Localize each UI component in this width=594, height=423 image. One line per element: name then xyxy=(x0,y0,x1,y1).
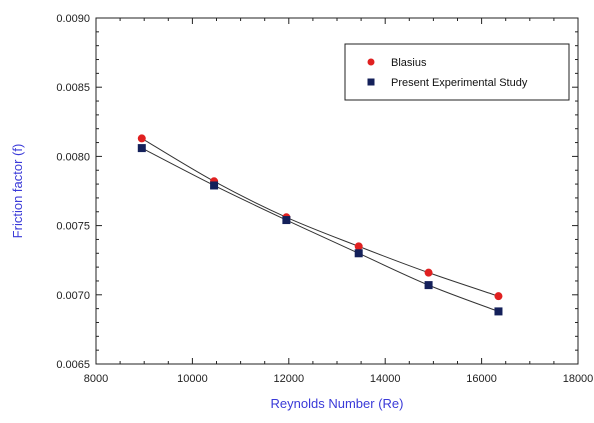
x-tick-label: 10000 xyxy=(177,373,208,385)
x-tick-label: 8000 xyxy=(84,373,108,385)
axis-ticks: 8000 10000 12000 14000 16000 18000 0.0065 0.007… xyxy=(56,13,593,385)
series-experimental xyxy=(137,144,503,316)
legend-box xyxy=(344,43,570,101)
x-tick-label: 14000 xyxy=(370,373,401,385)
y-tick-label: 0.0075 xyxy=(56,221,90,233)
data-point xyxy=(494,307,503,316)
y-tick-label: 0.0070 xyxy=(56,290,90,302)
data-point xyxy=(424,268,433,277)
series-line xyxy=(141,137,499,297)
y-tick-label: 0.0085 xyxy=(56,82,90,94)
x-axis-title: Reynolds Number (Re) xyxy=(271,396,404,411)
x-tick-label: 16000 xyxy=(466,373,497,385)
data-point xyxy=(137,144,146,153)
legend-label: Present Experimental Study xyxy=(391,77,528,89)
legend-items: Blasius Present Experimental Study xyxy=(367,57,528,89)
data-point xyxy=(282,216,291,225)
x-tick-label: 12000 xyxy=(274,373,305,385)
y-axis-title: Friction factor (f) xyxy=(10,144,25,239)
y-tick-label: 0.0080 xyxy=(56,151,90,163)
legend-marker-circle xyxy=(367,58,375,66)
x-tick-label: 18000 xyxy=(563,373,594,385)
legend-label: Blasius xyxy=(391,57,427,69)
legend: Blasius Present Experimental Study xyxy=(344,43,570,101)
data-point xyxy=(354,249,363,258)
data-point xyxy=(424,281,433,290)
y-tick-label: 0.0090 xyxy=(56,13,90,25)
series-layer xyxy=(137,134,503,316)
series-line xyxy=(141,147,499,312)
y-tick-label: 0.0065 xyxy=(56,359,90,371)
data-point xyxy=(494,292,503,301)
data-point xyxy=(137,134,146,143)
data-point xyxy=(354,242,363,251)
series-blasius xyxy=(137,134,503,301)
data-point xyxy=(210,181,219,190)
legend-marker-square xyxy=(367,78,375,86)
